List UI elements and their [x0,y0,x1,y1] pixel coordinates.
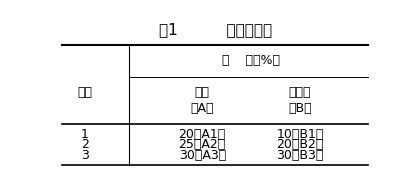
Text: 表1          水平因素表: 表1 水平因素表 [159,23,272,38]
Text: 30（A3）: 30（A3） [178,149,226,162]
Text: 蜂胶: 蜂胶 [195,85,210,99]
Text: 3: 3 [81,149,89,162]
Text: 中草药: 中草药 [289,85,311,99]
Text: 20（A1）: 20（A1） [178,128,226,141]
Text: 因    素（%）: 因 素（%） [222,54,280,67]
Text: 10（B1）: 10（B1） [276,128,323,141]
Text: 20（B2）: 20（B2） [276,138,323,151]
Text: （B）: （B） [288,102,312,115]
Text: 水平: 水平 [78,86,92,99]
Text: 1: 1 [81,128,89,141]
Text: 25（A2）: 25（A2） [178,138,226,151]
Text: 2: 2 [81,138,89,151]
Text: （A）: （A） [191,102,214,115]
Text: 30（B3）: 30（B3） [276,149,323,162]
